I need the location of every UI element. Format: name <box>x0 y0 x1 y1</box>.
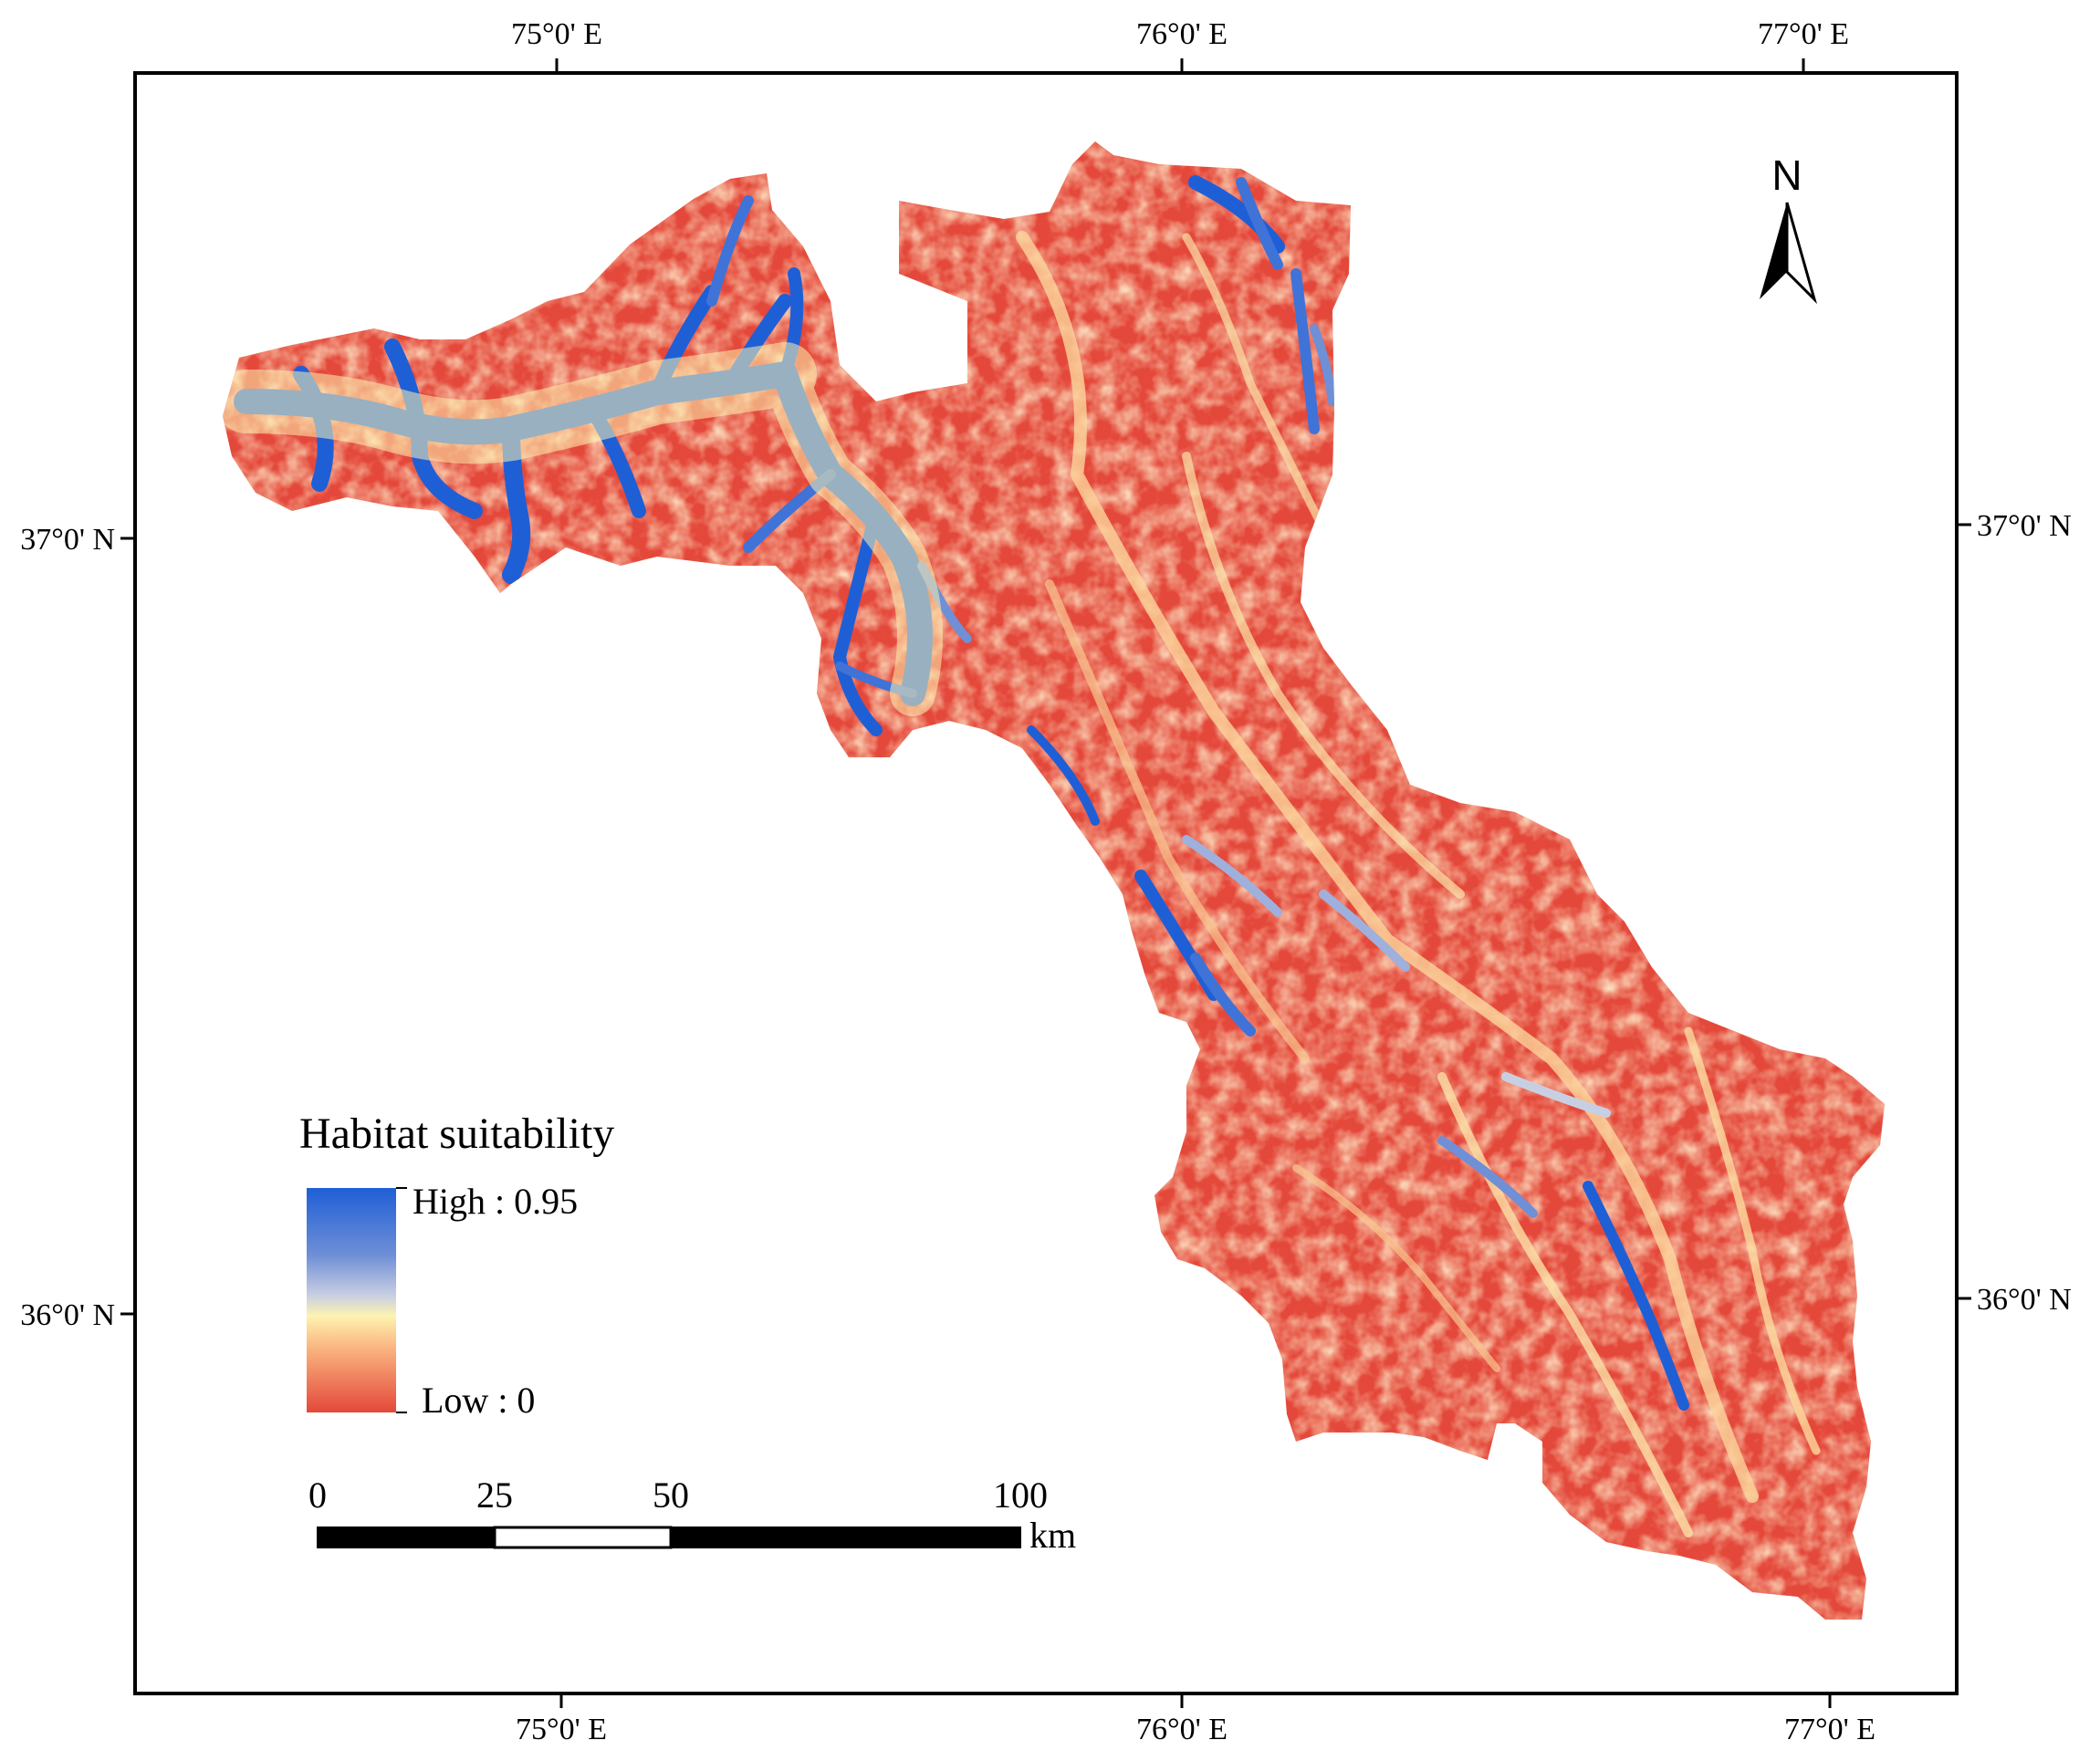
pale-ridge-halos <box>223 342 943 716</box>
lat-label-left-2: 36°0' N <box>20 1298 115 1332</box>
lat-label-right-1: 37°0' N <box>1977 509 2072 543</box>
ridge-lines <box>1016 231 1821 1537</box>
north-arrow-icon: N <box>1760 151 1818 305</box>
scale-tick-0: 0 <box>308 1474 327 1516</box>
legend: Habitat suitability High : 0.95 Low : 0 <box>299 1110 614 1421</box>
legend-low-label: Low : 0 <box>422 1380 535 1421</box>
legend-high-label: High : 0.95 <box>413 1181 578 1222</box>
lat-label-left-1: 37°0' N <box>20 523 115 557</box>
scale-segment-1 <box>317 1527 496 1548</box>
scale-tick-25: 25 <box>476 1474 513 1516</box>
lon-label-top-2: 76°0' E <box>1136 17 1228 51</box>
lon-label-bottom-1: 75°0' E <box>516 1713 607 1746</box>
scale-segment-2 <box>493 1526 673 1549</box>
lat-label-right-2: 36°0' N <box>1977 1283 2072 1317</box>
legend-color-ramp <box>307 1188 396 1412</box>
lon-label-bottom-2: 76°0' E <box>1136 1713 1228 1746</box>
scale-tick-50: 50 <box>653 1474 689 1516</box>
lon-label-bottom-3: 77°0' E <box>1784 1713 1875 1746</box>
scale-bar: 0 25 50 100 km <box>308 1474 1076 1556</box>
scale-segment-3 <box>670 1527 1021 1548</box>
scale-tick-100: 100 <box>993 1474 1048 1516</box>
north-label: N <box>1771 151 1802 199</box>
lon-label-top-1: 75°0' E <box>511 17 602 51</box>
legend-title: Habitat suitability <box>299 1110 614 1158</box>
scale-unit: km <box>1029 1515 1076 1556</box>
lon-label-top-3: 77°0' E <box>1758 17 1849 51</box>
frame-ticks <box>120 58 1971 1708</box>
